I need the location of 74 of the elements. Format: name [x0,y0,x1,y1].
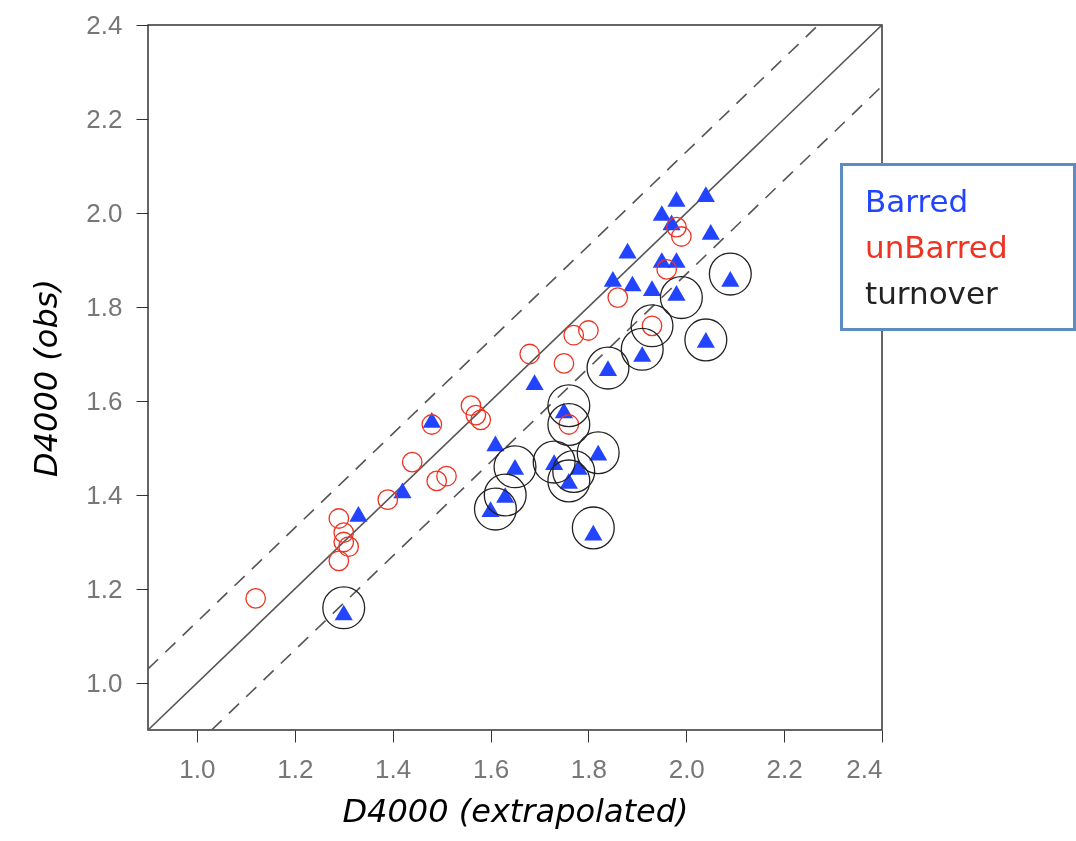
point [421,414,443,435]
point [630,304,674,348]
x-tick-label: 1.8 [570,753,607,784]
point [553,353,575,374]
point [483,473,527,517]
point [473,487,517,531]
point [670,226,692,247]
y-tick-label: 2.0 [86,197,123,228]
point [571,506,615,550]
point [684,318,728,362]
point [349,505,368,522]
point [667,252,686,268]
point [519,343,541,365]
point [547,459,591,503]
x-tick-label: 2.0 [668,753,705,784]
point [525,374,544,391]
point [547,402,591,447]
y-axis-title: D4000 (obs) [27,279,66,477]
point [563,324,585,346]
point [328,508,350,529]
point [532,440,576,484]
y-tick-label: 2.4 [86,9,123,40]
point [586,346,630,390]
y-tick-label: 1.0 [86,667,123,698]
point [659,276,703,320]
point [623,275,642,292]
point [552,449,596,494]
point [493,445,537,489]
point [603,270,622,287]
point [486,435,505,452]
point [618,242,637,259]
point [333,522,355,543]
point [401,451,423,473]
text: Barred [865,182,970,221]
point [460,395,482,417]
point [465,404,487,426]
point [578,320,599,341]
point [547,384,591,428]
point [667,191,686,207]
point [422,411,441,428]
point [393,482,412,499]
point [245,588,267,609]
point [666,216,687,238]
x-tick-label: 1.2 [277,753,314,784]
y-tick-label: 1.4 [86,479,123,510]
y-tick-label: 1.2 [86,573,123,604]
x-tick-label: 2.2 [766,753,803,784]
x-tick-label: 1.6 [472,753,510,784]
y-tick-label: 1.8 [86,291,123,322]
point [696,186,715,203]
point [436,465,457,487]
point [652,205,671,221]
point [322,586,366,630]
text: turnover [865,274,999,313]
point [701,223,720,240]
point [328,550,350,572]
y-tick-label: 1.6 [86,385,123,416]
point [338,536,360,558]
point [656,259,678,280]
text: unBarred [865,228,1009,267]
x-tick-label: 1.4 [375,753,412,784]
point [576,431,620,475]
point [333,531,355,553]
point [426,470,448,492]
point [470,409,492,431]
y-tick-label: 2.2 [86,103,123,134]
point [642,280,662,297]
point [377,489,399,511]
point [620,327,664,371]
point [607,287,629,308]
point [708,252,752,296]
x-tick-label: 2.4 [846,753,883,784]
x-tick-label: 1.0 [179,753,216,784]
x-axis-title: D4000 (extrapolated) [342,791,689,830]
